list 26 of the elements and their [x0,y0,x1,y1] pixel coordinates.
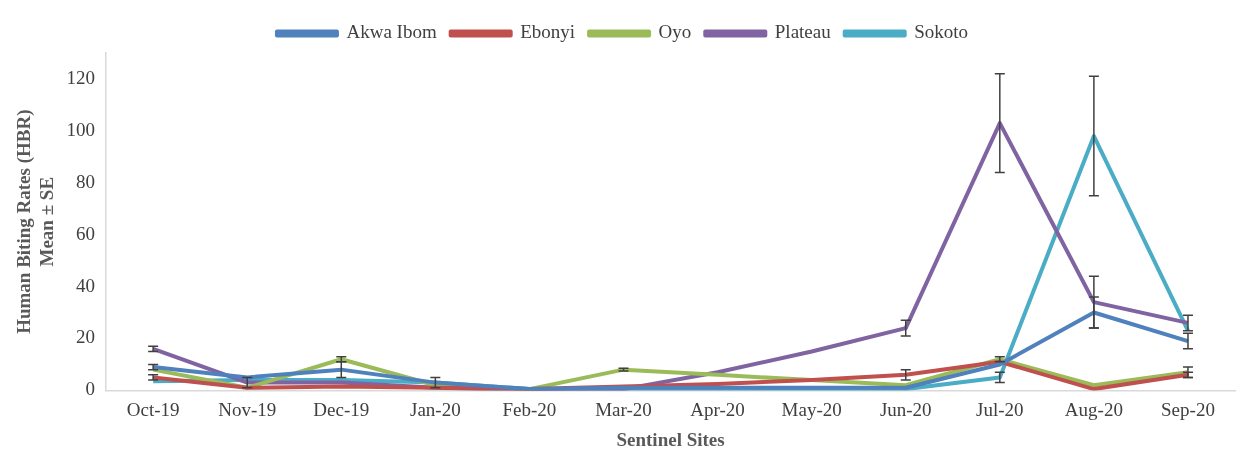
x-tick-label: May-20 [781,398,842,420]
x-tick-label: Aug-20 [1064,398,1123,420]
x-tick-label: Nov-19 [218,398,277,420]
x-tick-label: Sep-20 [1161,398,1215,420]
x-tick-label: Mar-20 [595,398,652,420]
y-tick-label: 100 [66,118,96,140]
y-axis-title: Human Biting Rates (HBR) Mean ± SE [13,109,58,334]
y-tick-label: 80 [76,170,96,192]
legend-label: Ebonyi [520,21,576,43]
legend-label: Sokoto [914,21,969,43]
x-tick-label: Apr-20 [690,398,745,420]
legend-label: Plateau [774,21,832,43]
x-tick-label: Dec-19 [313,398,370,420]
x-tick-label: Oct-19 [126,398,180,420]
legend-label: Oyo [658,21,692,43]
y-tick-label: 40 [76,274,96,296]
y-tick-label: 0 [85,378,96,400]
x-tick-label: Jun-20 [879,398,932,420]
y-tick-label: 20 [76,326,96,348]
x-axis-title: Sentinel Sites [616,428,725,450]
x-tick-label: Jul-20 [976,398,1024,420]
y-tick-label: 60 [76,222,96,244]
x-tick-label: Feb-20 [502,398,557,420]
x-tick-label: Jan-20 [410,398,461,420]
y-tick-label: 120 [66,66,96,88]
legend-label: Akwa Ibom [346,21,437,43]
